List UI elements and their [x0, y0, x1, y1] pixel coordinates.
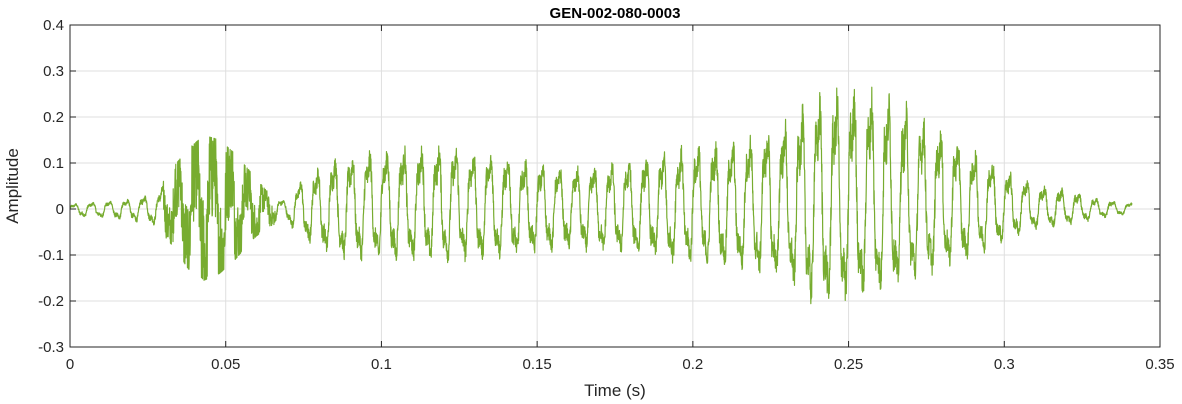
plot-frame [69, 24, 1161, 348]
chart-title: GEN-002-080-0003 [550, 5, 681, 22]
x-tick-labels: 0 0.05 0.1 0.15 0.2 0.25 0.3 0.35 [66, 356, 1175, 373]
x-tick-label: 0.15 [523, 356, 552, 373]
plot-background [70, 25, 1160, 347]
y-tick-label: 0 [56, 201, 64, 218]
y-tick-label: -0.2 [38, 293, 64, 310]
y-tick-label: -0.1 [38, 247, 64, 264]
x-tick-label: 0 [66, 356, 74, 373]
y-tick-label: 0.1 [43, 155, 64, 172]
x-tick-label: 0.35 [1145, 356, 1174, 373]
x-tick-label: 0.25 [834, 356, 863, 373]
y-tick-labels: -0.3 -0.2 -0.1 0 0.1 0.2 0.3 0.4 [38, 17, 64, 356]
y-tick-label: 0.4 [43, 17, 64, 34]
x-axis-label: Time (s) [584, 381, 646, 400]
x-tick-label: 0.1 [371, 356, 392, 373]
y-tick-label: -0.3 [38, 339, 64, 356]
waveform-series [69, 86, 1133, 305]
y-axis-label: Amplitude [3, 148, 22, 224]
y-tick-label: 0.3 [43, 63, 64, 80]
x-tick-label: 0.05 [211, 356, 240, 373]
x-tick-label: 0.2 [682, 356, 703, 373]
x-tick-label: 0.3 [994, 356, 1015, 373]
tick-marks [69, 24, 1161, 348]
y-tick-label: 0.2 [43, 109, 64, 126]
series-line [69, 86, 1133, 305]
